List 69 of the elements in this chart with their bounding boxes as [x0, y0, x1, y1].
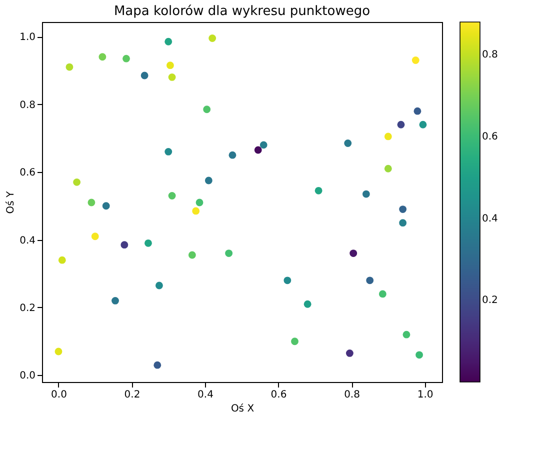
point	[362, 190, 370, 198]
point	[225, 250, 233, 258]
point	[204, 176, 212, 184]
color-bar-label: 0.4	[482, 213, 498, 224]
point	[414, 107, 422, 115]
y-tick-label: 0.0	[20, 370, 36, 382]
y-tick-label: 0.8	[20, 100, 36, 111]
x-tick-label: 0.2	[124, 390, 140, 400]
point	[58, 256, 66, 264]
point	[168, 74, 176, 81]
point	[54, 348, 62, 356]
point	[88, 198, 96, 206]
y-tick-label: 1.0	[20, 32, 36, 44]
point	[384, 132, 392, 140]
point	[102, 202, 110, 210]
point	[284, 276, 292, 284]
point	[402, 330, 410, 338]
point	[140, 72, 148, 80]
point	[154, 361, 162, 369]
x-tick-label: 0.4	[198, 390, 214, 400]
point	[192, 207, 200, 215]
x-tick-label: 1.0	[417, 390, 434, 400]
point	[397, 120, 405, 128]
point	[196, 198, 204, 206]
color-bar-label: 0.6	[482, 132, 498, 143]
point	[120, 241, 128, 249]
point	[344, 140, 352, 147]
point	[98, 53, 106, 61]
point	[73, 178, 81, 186]
point	[254, 146, 262, 154]
point	[166, 62, 174, 70]
point	[112, 297, 119, 304]
point	[346, 350, 354, 357]
point	[91, 232, 99, 240]
point	[416, 351, 423, 359]
point	[66, 63, 74, 71]
point	[399, 219, 407, 227]
y-tick-label: 0.4	[20, 235, 36, 246]
y-tick-label: 0.2	[20, 302, 36, 314]
point	[164, 38, 172, 46]
point	[314, 186, 322, 194]
point	[168, 192, 176, 200]
point	[122, 54, 130, 62]
point	[164, 148, 172, 156]
point	[412, 56, 420, 64]
point	[203, 106, 211, 114]
color-bar-label: 0.8	[482, 50, 498, 61]
point	[144, 239, 152, 247]
y-tick-label: 0.6	[20, 168, 36, 179]
point	[384, 164, 392, 172]
point	[350, 250, 358, 258]
point	[378, 290, 386, 298]
point	[228, 151, 236, 159]
color-bar-label: 0.2	[482, 295, 498, 306]
point	[291, 338, 298, 346]
point	[366, 276, 374, 284]
x-tick-label: 0.0	[51, 390, 67, 400]
x-tick-label: 0.8	[344, 390, 360, 400]
x-axis-title: Oś X	[230, 402, 254, 414]
x-tick-label: 0.6	[270, 390, 287, 400]
point	[260, 141, 268, 149]
y-axis-title: Oś Y	[4, 190, 17, 214]
point	[188, 251, 196, 259]
point	[156, 282, 163, 290]
point	[419, 120, 427, 128]
point	[208, 34, 216, 42]
point	[304, 300, 312, 308]
point	[399, 206, 407, 213]
chart-title: Mapa kolorów dla wykresu punktowego	[114, 4, 370, 19]
